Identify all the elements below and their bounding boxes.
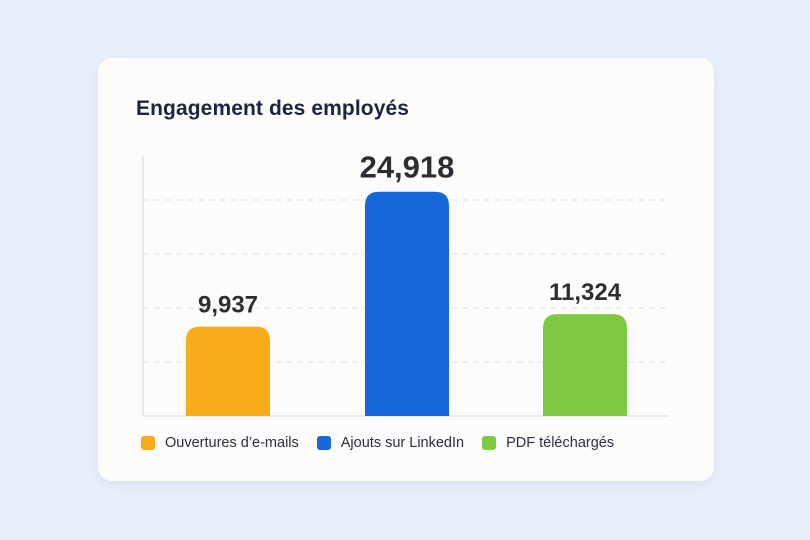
value-label-pdf-downloads: 11,324 [549, 279, 622, 306]
legend-label-pdf-downloads: PDF téléchargés [506, 435, 615, 451]
legend-swatch-email-opens [141, 436, 155, 450]
value-label-linkedin-adds: 24,918 [360, 150, 455, 185]
legend-item-pdf-downloads: PDF téléchargés [482, 435, 614, 451]
legend-label-email-opens: Ouvertures d’e-mails [165, 435, 299, 451]
bar-pdf-downloads [543, 314, 627, 416]
legend-item-email-opens: Ouvertures d’e-mails [141, 435, 299, 451]
value-labels: 9,937 24,918 11,324 [198, 150, 622, 319]
legend-item-linkedin-adds: Ajouts sur LinkedIn [316, 435, 465, 451]
chart-title: Engagement des employés [136, 97, 410, 120]
bar-linkedin-adds [365, 191, 449, 416]
chart-card: Engagement des employés 9,937 24,918 11,32… [98, 58, 714, 481]
legend-swatch-pdf-downloads [482, 436, 497, 450]
legend: Ouvertures d’e-mails Ajouts sur LinkedIn… [141, 433, 614, 453]
legend-label-linkedin-adds: Ajouts sur LinkedIn [340, 435, 465, 451]
bars [186, 191, 627, 416]
legend-swatch-linkedin-adds [316, 436, 331, 450]
bar-email-opens [186, 326, 270, 416]
value-label-email-opens: 9,937 [198, 292, 258, 319]
bar-chart: 9,937 24,918 11,324 [142, 150, 669, 417]
